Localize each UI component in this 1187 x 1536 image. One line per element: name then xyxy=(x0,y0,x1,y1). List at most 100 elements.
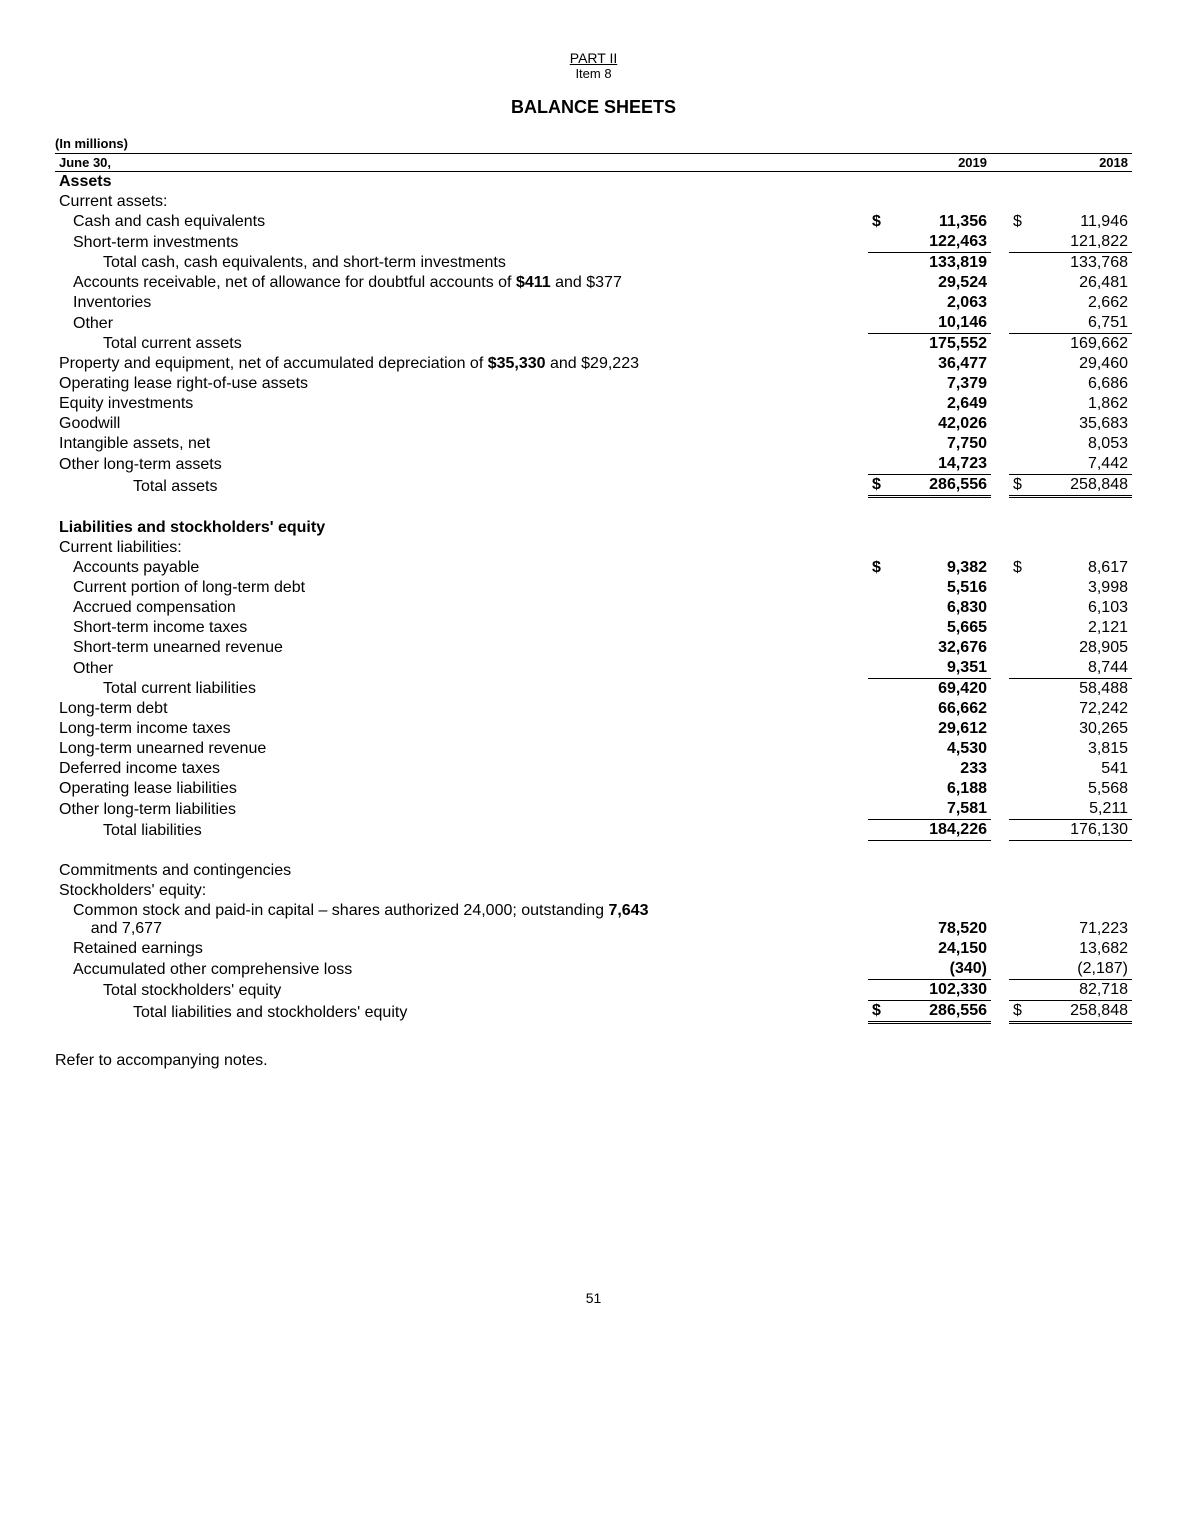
value-2018: 7,442 xyxy=(1039,454,1132,475)
line-item-label: Short-term unearned revenue xyxy=(55,638,868,658)
line-item-label: Long-term income taxes xyxy=(55,719,868,739)
total-liabilities-label: Total liabilities xyxy=(55,820,868,841)
date-header: June 30, xyxy=(55,154,868,172)
total-current-assets-label: Total current assets xyxy=(55,334,868,355)
stockholders-equity-label: Stockholders' equity: xyxy=(55,881,868,901)
header-part: PART II xyxy=(55,50,1132,66)
value-2019: 6,188 xyxy=(898,779,991,799)
current-liabilities-label: Current liabilities: xyxy=(55,538,868,558)
units-label: (In millions) xyxy=(55,136,1132,151)
line-item-label: Other long-term assets xyxy=(55,454,868,475)
year-2018-header: 2018 xyxy=(1039,154,1132,172)
line-item-label: Accounts payable xyxy=(55,558,868,578)
page-title: BALANCE SHEETS xyxy=(55,97,1132,118)
value-2019: 286,556 xyxy=(898,475,991,497)
value-2018: 8,053 xyxy=(1039,434,1132,454)
value-2019: 4,530 xyxy=(898,739,991,759)
line-item-label: Other xyxy=(55,313,868,334)
value-2019: 5,665 xyxy=(898,618,991,638)
value-2019: 9,351 xyxy=(898,658,991,679)
subtotal-label: Total cash, cash equivalents, and short-… xyxy=(55,253,868,274)
liabilities-heading: Liabilities and stockholders' equity xyxy=(55,518,868,538)
value-2019: 9,382 xyxy=(898,558,991,578)
line-item-label: Accumulated other comprehensive loss xyxy=(55,959,868,980)
total-assets-label: Total assets xyxy=(55,475,868,497)
line-item-label: Operating lease right-of-use assets xyxy=(55,374,868,394)
value-2018: 121,822 xyxy=(1039,232,1132,253)
value-2019: 184,226 xyxy=(898,820,991,841)
value-2018: 26,481 xyxy=(1039,273,1132,293)
value-2019: 69,420 xyxy=(898,679,991,700)
line-item-label: Operating lease liabilities xyxy=(55,779,868,799)
value-2018: 29,460 xyxy=(1039,354,1132,374)
page-number: 51 xyxy=(55,1290,1132,1306)
value-2018: 258,848 xyxy=(1039,475,1132,497)
value-2018: 5,568 xyxy=(1039,779,1132,799)
value-2019: 233 xyxy=(898,759,991,779)
value-2018: (2,187) xyxy=(1039,959,1132,980)
value-2018: 28,905 xyxy=(1039,638,1132,658)
value-2019: 24,150 xyxy=(898,939,991,959)
line-item-label: Accounts receivable, net of allowance fo… xyxy=(55,273,868,293)
value-2018: 82,718 xyxy=(1039,980,1132,1001)
line-item-label: Goodwill xyxy=(55,414,868,434)
value-2019: 7,581 xyxy=(898,799,991,820)
value-2019: 78,520 xyxy=(898,901,991,939)
line-item-label: Other long-term liabilities xyxy=(55,799,868,820)
value-2019: 36,477 xyxy=(898,354,991,374)
value-2018: 3,815 xyxy=(1039,739,1132,759)
line-item-label: Intangible assets, net xyxy=(55,434,868,454)
value-2018: 8,617 xyxy=(1039,558,1132,578)
line-item-label: Accrued compensation xyxy=(55,598,868,618)
value-2018: 258,848 xyxy=(1039,1001,1132,1023)
value-2018: 2,121 xyxy=(1039,618,1132,638)
current-assets-label: Current assets: xyxy=(55,192,868,212)
value-2019: 32,676 xyxy=(898,638,991,658)
value-2018: 541 xyxy=(1039,759,1132,779)
line-item-label: Cash and cash equivalents xyxy=(55,212,868,232)
value-2019: 10,146 xyxy=(898,313,991,334)
value-2018: 3,998 xyxy=(1039,578,1132,598)
line-item-label: Current portion of long-term debt xyxy=(55,578,868,598)
value-2018: 169,662 xyxy=(1039,334,1132,355)
grand-total-label: Total liabilities and stockholders' equi… xyxy=(55,1001,868,1023)
total-equity-label: Total stockholders' equity xyxy=(55,980,868,1001)
value-2019: 11,356 xyxy=(898,212,991,232)
value-2018: 72,242 xyxy=(1039,699,1132,719)
value-2018: 8,744 xyxy=(1039,658,1132,679)
line-item-label: Property and equipment, net of accumulat… xyxy=(55,354,868,374)
value-2019: (340) xyxy=(898,959,991,980)
value-2018: 5,211 xyxy=(1039,799,1132,820)
line-item-label: Inventories xyxy=(55,293,868,313)
value-2018: 6,686 xyxy=(1039,374,1132,394)
value-2019: 122,463 xyxy=(898,232,991,253)
value-2019: 133,819 xyxy=(898,253,991,274)
line-item-label: Long-term debt xyxy=(55,699,868,719)
value-2019: 5,516 xyxy=(898,578,991,598)
column-header-row: June 30,20192018 xyxy=(55,154,1132,172)
value-2018: 11,946 xyxy=(1039,212,1132,232)
line-item-label: Deferred income taxes xyxy=(55,759,868,779)
value-2019: 286,556 xyxy=(898,1001,991,1023)
value-2018: 35,683 xyxy=(1039,414,1132,434)
value-2019: 29,612 xyxy=(898,719,991,739)
value-2018: 58,488 xyxy=(1039,679,1132,700)
commitments-label: Commitments and contingencies xyxy=(55,861,868,881)
value-2019: 66,662 xyxy=(898,699,991,719)
value-2018: 13,682 xyxy=(1039,939,1132,959)
value-2018: 133,768 xyxy=(1039,253,1132,274)
value-2019: 2,063 xyxy=(898,293,991,313)
value-2019: 29,524 xyxy=(898,273,991,293)
footnote: Refer to accompanying notes. xyxy=(55,1052,1132,1070)
value-2019: 6,830 xyxy=(898,598,991,618)
value-2019: 2,649 xyxy=(898,394,991,414)
value-2018: 71,223 xyxy=(1039,901,1132,939)
value-2018: 1,862 xyxy=(1039,394,1132,414)
value-2018: 6,103 xyxy=(1039,598,1132,618)
value-2018: 30,265 xyxy=(1039,719,1132,739)
value-2019: 7,379 xyxy=(898,374,991,394)
value-2019: 102,330 xyxy=(898,980,991,1001)
assets-heading: Assets xyxy=(55,172,868,193)
value-2018: 176,130 xyxy=(1039,820,1132,841)
value-2019: 7,750 xyxy=(898,434,991,454)
